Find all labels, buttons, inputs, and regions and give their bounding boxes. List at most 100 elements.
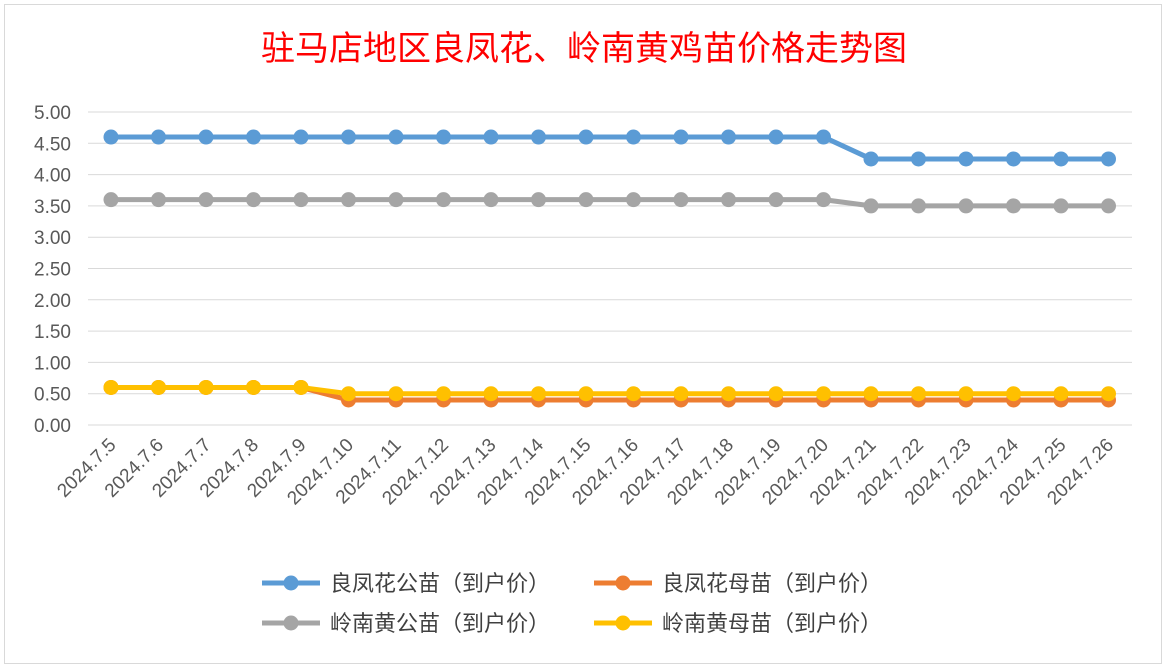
data-point: [578, 192, 594, 208]
data-point: [1053, 198, 1069, 214]
data-point: [911, 198, 926, 214]
legend-label: 良凤花母苗（到户价）: [662, 572, 882, 597]
data-point: [816, 129, 831, 145]
y-tick-label: 2.00: [34, 291, 71, 312]
data-point: [483, 386, 499, 402]
y-tick-label: 3.50: [34, 197, 71, 218]
data-point: [151, 379, 166, 395]
data-point: [863, 198, 879, 214]
y-tick-label: 4.00: [34, 166, 71, 187]
data-point: [388, 386, 404, 402]
data-point: [1053, 151, 1069, 167]
legend-swatch-marker: [615, 615, 631, 631]
data-point: [816, 386, 831, 402]
data-point: [958, 386, 974, 402]
data-point: [721, 192, 736, 208]
legend-label: 岭南黄母苗（到户价）: [662, 612, 882, 637]
data-point: [246, 192, 261, 208]
y-tick-label: 2.50: [34, 260, 71, 281]
data-point: [198, 192, 214, 208]
legend-item: 良凤花公苗（到户价）: [262, 572, 550, 597]
data-point: [531, 192, 546, 208]
data-point: [293, 379, 309, 395]
series-group: [103, 129, 1116, 167]
data-point: [863, 386, 879, 402]
x-axis-ticks: 2024.7.52024.7.62024.7.72024.7.82024.7.9…: [53, 434, 1118, 509]
data-point: [816, 192, 831, 208]
series-line: [111, 384, 1109, 397]
data-point: [103, 129, 119, 145]
data-point: [768, 192, 784, 208]
data-point: [151, 192, 166, 208]
data-point: [721, 386, 736, 402]
data-point: [531, 129, 546, 145]
data-point: [626, 192, 641, 208]
series-line: [111, 197, 1109, 209]
data-point: [388, 129, 404, 145]
y-tick-label: 5.00: [34, 103, 71, 124]
data-point: [673, 129, 689, 145]
data-point: [578, 386, 594, 402]
data-point: [626, 129, 641, 145]
data-point: [1101, 198, 1116, 214]
gridlines: [88, 111, 1132, 426]
data-point: [1101, 386, 1116, 402]
data-point: [198, 129, 214, 145]
data-point: [673, 192, 689, 208]
data-point: [388, 192, 404, 208]
data-point: [1006, 151, 1021, 167]
data-point: [911, 386, 926, 402]
series-group: [103, 379, 1116, 402]
data-point: [1006, 386, 1021, 402]
data-point: [1053, 386, 1069, 402]
data-point: [768, 386, 784, 402]
legend-label: 良凤花公苗（到户价）: [330, 572, 550, 597]
data-point: [483, 129, 499, 145]
data-point: [246, 129, 261, 145]
data-point: [341, 192, 356, 208]
series-group: [103, 192, 1116, 214]
data-point: [531, 386, 546, 402]
chart-title: 驻马店地区良凤花、岭南黄鸡苗价格走势图: [261, 29, 907, 69]
legend-item: 岭南黄公苗（到户价）: [262, 612, 550, 637]
data-point: [151, 129, 166, 145]
data-point: [341, 386, 356, 402]
y-tick-label: 0.00: [34, 416, 71, 437]
legend-item: 良凤花母苗（到户价）: [594, 572, 882, 597]
y-tick-label: 0.50: [34, 385, 71, 406]
y-tick-label: 1.00: [34, 353, 71, 374]
chart-frame: [4, 4, 1162, 664]
data-point: [198, 379, 214, 395]
y-tick-label: 1.50: [34, 322, 71, 343]
data-point: [721, 129, 736, 145]
y-tick-label: 3.00: [34, 228, 71, 249]
series-lines: [103, 129, 1116, 408]
data-point: [246, 379, 261, 395]
data-point: [293, 192, 309, 208]
data-point: [768, 129, 784, 145]
y-axis-ticks: 0.00 0.50 1.00 1.50 2.00 2.50 3.00 3.50 4.00 4.50…: [34, 103, 71, 437]
legend-swatch-marker: [283, 575, 299, 591]
data-point: [626, 386, 641, 402]
data-point: [103, 192, 119, 208]
series-line: [111, 134, 1109, 162]
data-point: [958, 198, 974, 214]
data-point: [578, 129, 594, 145]
data-point: [1006, 198, 1021, 214]
legend-label: 岭南黄公苗（到户价）: [330, 612, 550, 637]
legend-swatch-marker: [283, 615, 299, 631]
data-point: [436, 192, 451, 208]
legend: 良凤花公苗（到户价） 良凤花母苗（到户价） 岭南黄公苗（到户价） 岭南黄母苗（到户价）: [262, 572, 882, 637]
data-point: [483, 192, 499, 208]
legend-swatch-marker: [615, 575, 631, 591]
data-point: [863, 151, 879, 167]
legend-item: 岭南黄母苗（到户价）: [594, 612, 882, 637]
y-tick-label: 4.50: [34, 134, 71, 155]
data-point: [436, 386, 451, 402]
data-point: [436, 129, 451, 145]
data-point: [103, 379, 119, 395]
data-point: [293, 129, 309, 145]
data-point: [911, 151, 926, 167]
data-point: [958, 151, 974, 167]
